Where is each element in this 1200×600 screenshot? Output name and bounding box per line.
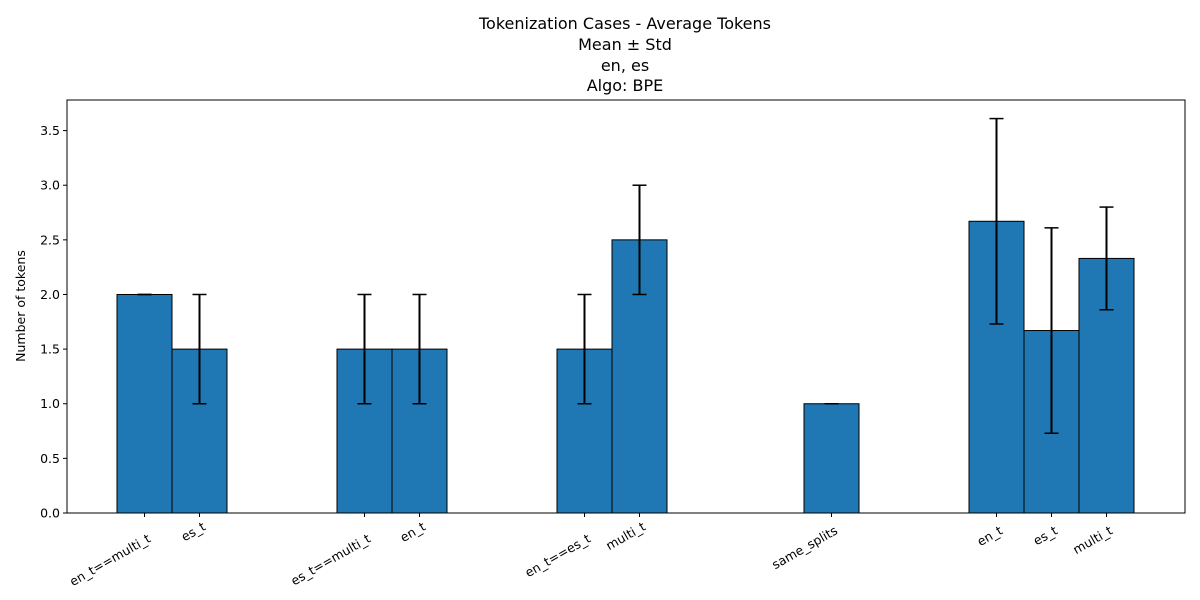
x-tick-label: en_t bbox=[974, 523, 1005, 549]
x-tick-label: es_t bbox=[179, 519, 209, 545]
title-line: Tokenization Cases - Average Tokens bbox=[478, 14, 771, 33]
languages-line: en, es bbox=[601, 56, 649, 75]
x-tick-label: en_t==multi_t bbox=[67, 531, 153, 589]
x-tick-label: es_t==multi_t bbox=[288, 531, 373, 589]
y-axis-label: Number of tokens bbox=[13, 250, 28, 362]
x-tick-label: same_splits bbox=[769, 523, 840, 573]
error-bar bbox=[192, 293, 207, 405]
y-tick-label: 3.5 bbox=[40, 123, 60, 138]
error-bar bbox=[632, 184, 647, 296]
error-bar bbox=[357, 293, 372, 405]
y-tick-label: 2.0 bbox=[40, 287, 60, 302]
bar bbox=[803, 403, 860, 514]
y-tick-label: 1.0 bbox=[40, 396, 60, 411]
y-tick-label: 0.0 bbox=[40, 506, 60, 521]
x-tick-label: es_t bbox=[1031, 523, 1061, 549]
x-tick-label: multi_t bbox=[603, 519, 648, 554]
y-tick-label: 3.0 bbox=[40, 178, 60, 193]
y-tick-label: 1.5 bbox=[40, 342, 60, 357]
error-bar bbox=[1044, 227, 1059, 434]
subtitle-line: Mean ± Std bbox=[578, 35, 672, 54]
x-tick-label: en_t==es_t bbox=[522, 531, 593, 581]
error-bar bbox=[1099, 206, 1114, 311]
chart-title: Tokenization Cases - Average Tokens Mean… bbox=[478, 14, 771, 95]
error-bar bbox=[989, 117, 1004, 325]
x-tick-label: en_t bbox=[397, 519, 428, 545]
axes-frame bbox=[66, 99, 1186, 514]
y-tick-label: 2.5 bbox=[40, 232, 60, 247]
x-tick-label: multi_t bbox=[1070, 523, 1115, 558]
algo-line: Algo: BPE bbox=[587, 76, 664, 95]
bar bbox=[116, 293, 173, 514]
plot-area: 0.0 0.5 1.0 1.5 2.0 2.5 3.0 3.5 en_t==multi_t es_… bbox=[40, 99, 1186, 589]
error-bar bbox=[412, 293, 427, 405]
y-tick-label: 0.5 bbox=[40, 451, 60, 466]
error-bar bbox=[577, 293, 592, 405]
